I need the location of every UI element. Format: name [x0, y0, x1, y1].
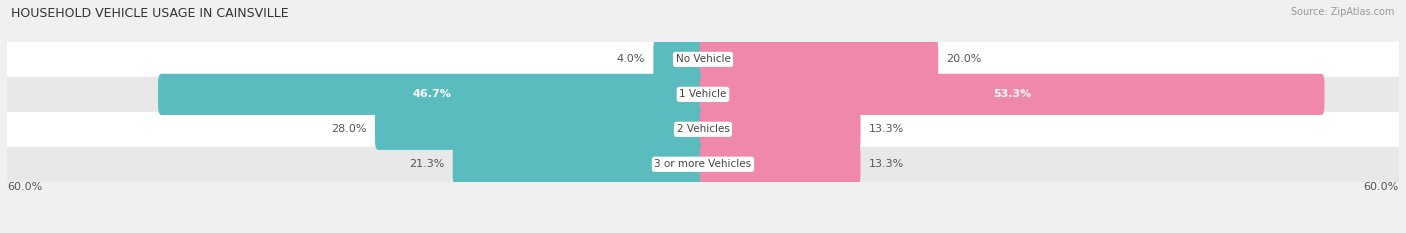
- Text: 60.0%: 60.0%: [7, 182, 42, 192]
- Text: 3 or more Vehicles: 3 or more Vehicles: [654, 159, 752, 169]
- FancyBboxPatch shape: [7, 42, 1399, 77]
- FancyBboxPatch shape: [453, 144, 706, 185]
- FancyBboxPatch shape: [7, 77, 1399, 112]
- FancyBboxPatch shape: [375, 109, 706, 150]
- Text: Source: ZipAtlas.com: Source: ZipAtlas.com: [1291, 7, 1395, 17]
- Text: 2 Vehicles: 2 Vehicles: [676, 124, 730, 134]
- FancyBboxPatch shape: [700, 74, 1324, 115]
- FancyBboxPatch shape: [700, 39, 938, 80]
- Text: 13.3%: 13.3%: [869, 159, 904, 169]
- Text: 60.0%: 60.0%: [1364, 182, 1399, 192]
- FancyBboxPatch shape: [7, 147, 1399, 182]
- Text: 28.0%: 28.0%: [332, 124, 367, 134]
- Text: 1 Vehicle: 1 Vehicle: [679, 89, 727, 99]
- Text: 20.0%: 20.0%: [946, 55, 981, 64]
- Text: 21.3%: 21.3%: [409, 159, 444, 169]
- Text: 4.0%: 4.0%: [617, 55, 645, 64]
- FancyBboxPatch shape: [157, 74, 706, 115]
- FancyBboxPatch shape: [700, 109, 860, 150]
- FancyBboxPatch shape: [654, 39, 706, 80]
- Text: HOUSEHOLD VEHICLE USAGE IN CAINSVILLE: HOUSEHOLD VEHICLE USAGE IN CAINSVILLE: [11, 7, 288, 20]
- Text: 53.3%: 53.3%: [993, 89, 1031, 99]
- Text: 46.7%: 46.7%: [413, 89, 451, 99]
- Text: 13.3%: 13.3%: [869, 124, 904, 134]
- Text: No Vehicle: No Vehicle: [675, 55, 731, 64]
- FancyBboxPatch shape: [700, 144, 860, 185]
- FancyBboxPatch shape: [7, 112, 1399, 147]
